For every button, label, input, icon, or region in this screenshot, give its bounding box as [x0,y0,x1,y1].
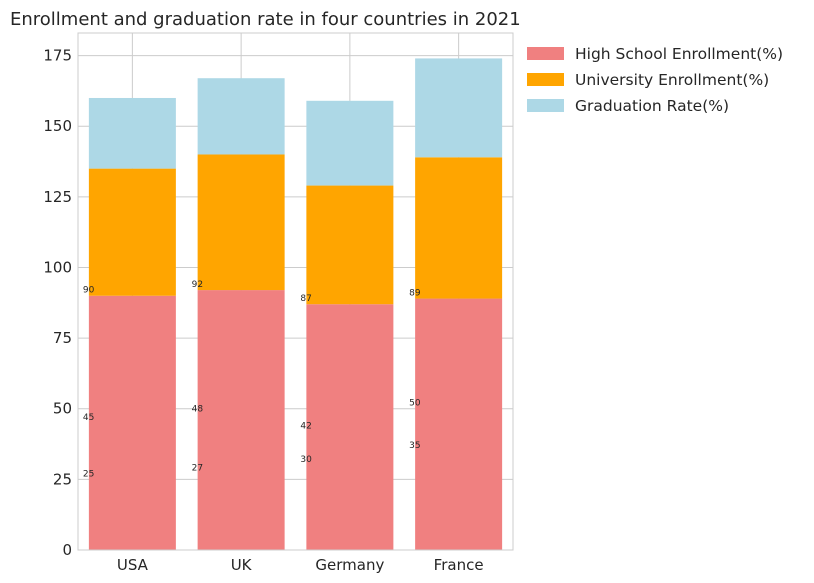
y-tick-label: 100 [43,258,72,276]
data-label: 25 [83,469,94,479]
x-tick-label: Germany [315,556,384,574]
bar-uk-series-2 [197,154,285,291]
data-label: 27 [192,464,203,474]
plot-frame [77,32,514,551]
legend-label: University Enrollment(%) [575,71,769,89]
bar-france-series-3 [415,58,503,158]
bar-france-series-2 [415,157,503,299]
legend-label: Graduation Rate(%) [575,97,729,115]
legend-swatch [527,47,564,60]
bar-usa-series-1 [88,295,176,550]
data-label: 30 [300,455,312,465]
legend: High School Enrollment(%) University Enro… [527,45,783,115]
y-tick-label: 150 [43,117,72,135]
y-tick-label: 25 [53,470,72,488]
legend-swatch [527,99,564,112]
data-label: 50 [409,399,421,409]
legend-swatch [527,73,564,86]
data-label: 35 [409,441,420,451]
data-label: 42 [300,421,311,431]
bar-france-series-1 [415,298,503,550]
data-label: 45 [83,413,94,423]
legend-label: High School Enrollment(%) [575,45,783,63]
y-tick-label: 50 [53,400,72,418]
y-axis: 0 25 50 75 100 125 150 175 [43,47,72,559]
data-labels: 90 45 25 92 48 27 87 42 30 89 50 35 [83,280,421,479]
bar-uk-series-3 [197,78,285,155]
y-tick-label: 0 [62,541,72,559]
y-tick-label: 75 [53,329,72,347]
x-axis: USA UK Germany France [117,556,484,574]
bar-uk-series-1 [197,290,285,550]
bar-germany-series-2 [306,185,394,305]
x-tick-label: USA [117,556,149,574]
bars [88,58,503,550]
data-label: 90 [83,286,95,296]
bar-usa-series-2 [88,168,176,296]
y-tick-label: 175 [43,47,72,65]
bar-usa-series-3 [88,97,176,169]
data-label: 92 [192,280,203,290]
x-tick-label: UK [231,556,253,574]
chart-title: Enrollment and graduation rate in four c… [10,9,521,30]
y-tick-label: 125 [43,188,72,206]
bar-germany-series-1 [306,304,394,550]
bar-germany-series-3 [306,100,394,186]
data-label: 87 [300,294,311,304]
data-label: 89 [409,289,421,299]
x-tick-label: France [434,556,484,574]
data-label: 48 [192,404,204,414]
